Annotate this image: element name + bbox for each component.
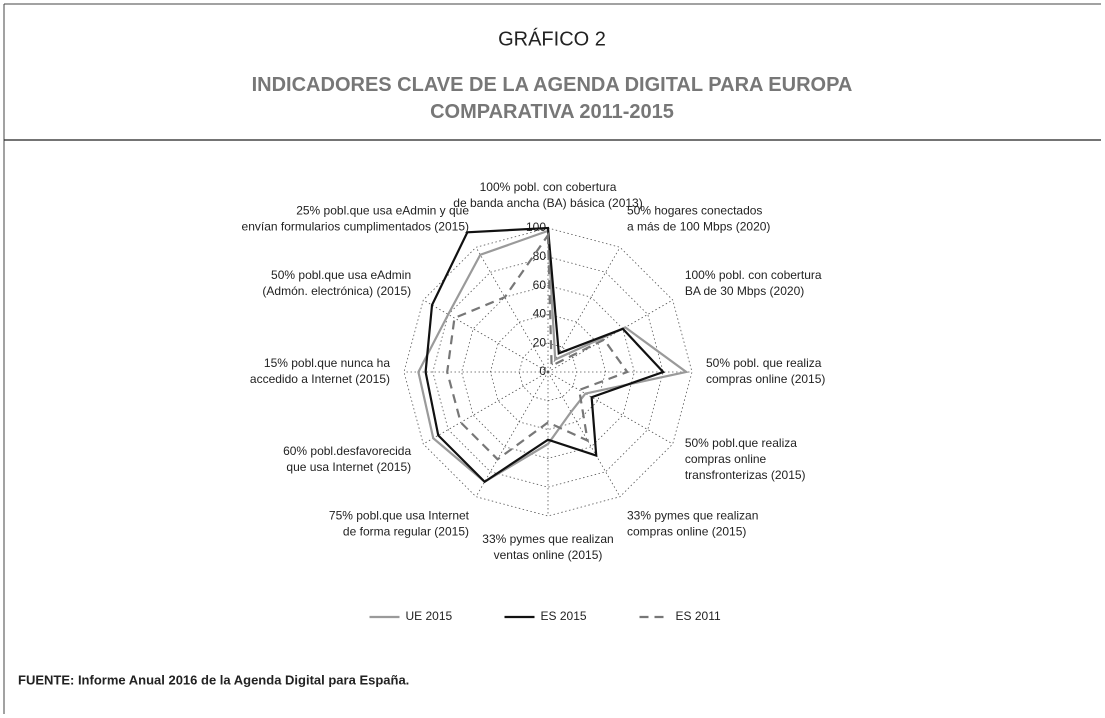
spoke — [547, 299, 673, 373]
category-label: 50% pobl. que realiza compras online (201… — [706, 356, 825, 386]
r-tick-label: 100 — [526, 220, 546, 234]
category-label: 50% pobl.que realiza compras online transf… — [685, 436, 806, 482]
category-label: 60% pobl.desfavorecida que usa Internet (… — [283, 444, 411, 474]
chart-title: GRÁFICO 2 — [498, 27, 606, 50]
spoke — [547, 371, 621, 497]
spoke — [475, 247, 549, 373]
legend-label: ES 2011 — [676, 609, 721, 623]
spoke — [547, 247, 621, 373]
series-line — [446, 231, 629, 461]
r-tick-label: 20 — [533, 335, 547, 349]
spoke — [547, 371, 673, 445]
spoke — [423, 371, 549, 445]
category-label: 33% pymes que realizan compras online (20… — [627, 509, 758, 539]
r-tick-label: 80 — [533, 249, 547, 263]
category-label: 25% pobl.que usa eAdmin y que envían form… — [242, 204, 470, 234]
category-label: 100% pobl. con cobertura BA de 30 Mbps (2… — [685, 268, 822, 298]
series-line — [424, 226, 666, 484]
category-label: 33% pymes que realizan ventas online (201… — [482, 532, 613, 562]
category-label: 50% pobl.que usa eAdmin (Admón. electróni… — [262, 268, 411, 298]
chart-subtitle: INDICADORES CLAVE DE LA AGENDA DIGITAL P… — [252, 74, 853, 123]
r-tick-label: 0 — [539, 364, 546, 378]
category-label: 50% hogares conectados a más de 100 Mbps … — [627, 204, 770, 234]
source: FUENTE: Informe Anual 2016 de la Agenda … — [18, 672, 409, 687]
spoke — [423, 299, 549, 373]
r-tick-label: 60 — [533, 278, 547, 292]
legend-label: UE 2015 — [406, 609, 453, 623]
r-tick-label: 40 — [533, 307, 547, 321]
spoke — [475, 371, 549, 497]
series-line — [417, 229, 689, 484]
legend-label: ES 2015 — [541, 609, 587, 623]
category-label: 100% pobl. con cobertura de banda ancha (… — [453, 180, 642, 210]
category-label: 75% pobl.que usa Internet de forma regula… — [329, 509, 470, 539]
category-label: 15% pobl.que nunca ha accedido a Internet… — [250, 356, 390, 386]
